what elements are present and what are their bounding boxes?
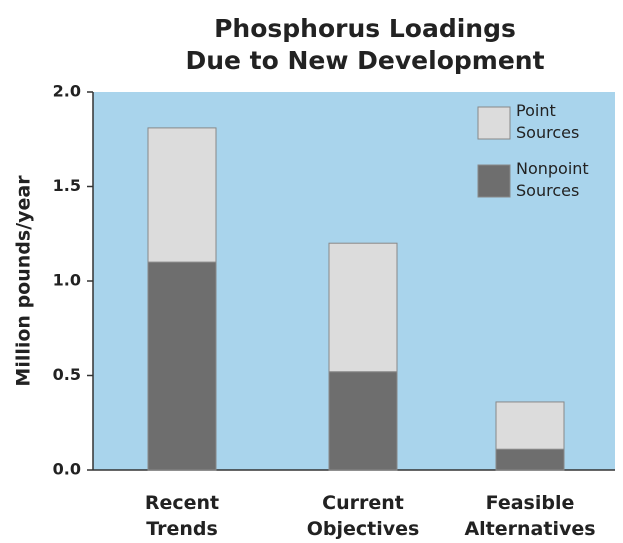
- legend-label: Nonpoint Sources: [516, 159, 589, 200]
- y-tick-label: 1.0: [53, 271, 81, 290]
- bar-segment: [495, 401, 565, 450]
- bar-segment: [147, 127, 217, 263]
- chart-title: Phosphorus Loadings: [214, 14, 516, 43]
- x-tick-label: Feasible Alternatives: [464, 492, 595, 540]
- y-tick-label: 0.0: [53, 460, 81, 479]
- bar-segment: [147, 261, 217, 471]
- y-tick-label: 0.5: [53, 365, 81, 384]
- legend-swatch: [477, 164, 511, 198]
- bar-segment: [495, 448, 565, 471]
- bar-segment: [328, 371, 398, 471]
- x-tick-label: Recent Trends: [145, 492, 219, 540]
- chart-title: Due to New Development: [185, 46, 544, 75]
- bar-segment: [328, 242, 398, 373]
- y-axis-label: Million pounds/year: [13, 175, 35, 387]
- y-tick-label: 2.0: [53, 82, 81, 101]
- legend-swatch: [477, 106, 511, 140]
- y-tick-label: 1.5: [53, 176, 81, 195]
- x-tick-label: Current Objectives: [307, 492, 420, 540]
- legend-label: Point Sources: [516, 101, 579, 142]
